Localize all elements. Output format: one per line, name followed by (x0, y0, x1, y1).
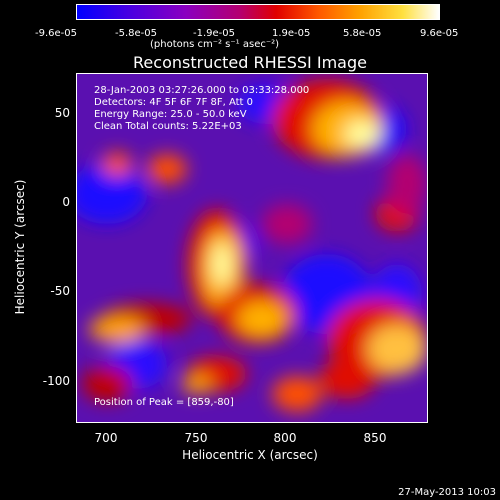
heatmap-blob (77, 164, 147, 224)
heatmap-blob (319, 359, 375, 399)
y-tick-label: 0 (62, 195, 70, 209)
plot-area (76, 73, 428, 423)
x-tick-label: 700 (94, 431, 118, 445)
colorbar-tick: -1.9e-05 (193, 28, 235, 39)
heatmap-blob (147, 154, 187, 184)
colorbar-tick: 9.6e-05 (420, 28, 459, 39)
x-axis-label: Heliocentric X (arcsec) (182, 448, 318, 462)
heatmap-blob (272, 376, 322, 412)
heatmap-blob (102, 152, 132, 176)
x-tick-label: 800 (273, 431, 297, 445)
colorbar-tick: 5.8e-05 (343, 28, 382, 39)
y-tick-label: 50 (54, 106, 70, 120)
annotation-peak-position: Position of Peak = [859,-80] (94, 397, 234, 408)
annotation-time-range: 28-Jan-2003 03:27:26.000 to 03:33:28.000 (94, 85, 310, 96)
heatmap-blob (82, 366, 132, 402)
colorbar-tick: 1.9e-05 (272, 28, 311, 39)
annotation-clean-counts: Clean Total counts: 5.22E+03 (94, 121, 242, 132)
colorbar-tick: -5.8e-05 (115, 28, 157, 39)
colorbar-tick: -9.6e-05 (35, 28, 77, 39)
annotation-detectors: Detectors: 4F 5F 6F 7F 8F, Att 0 (94, 97, 254, 108)
y-tick-label: -50 (50, 284, 70, 298)
chart-title: Reconstructed RHESSI Image (133, 53, 367, 72)
colorbar-units: (photons cm⁻² s⁻¹ asec⁻²) (150, 39, 280, 50)
x-tick-label: 850 (363, 431, 387, 445)
colorbar (76, 4, 440, 20)
heatmap-blob (262, 204, 312, 244)
x-tick-label: 750 (184, 431, 208, 445)
heatmap-image (77, 74, 427, 422)
heatmap-blob (387, 154, 427, 214)
footer-date: 27-May-2013 10:03 (398, 487, 496, 498)
heatmap-blobs (77, 79, 427, 412)
heatmap-blob (89, 315, 145, 343)
heatmap-blob (344, 120, 380, 148)
heatmap-blob (237, 301, 287, 337)
y-axis-label: Heliocentric Y (arcsec) (13, 179, 27, 315)
annotation-energy-range: Energy Range: 25.0 - 50.0 keV (94, 109, 247, 120)
heatmap-blob (212, 242, 232, 286)
heatmap-blob (182, 374, 212, 394)
y-tick-label: -100 (42, 374, 70, 388)
heatmap-blob (367, 324, 427, 374)
